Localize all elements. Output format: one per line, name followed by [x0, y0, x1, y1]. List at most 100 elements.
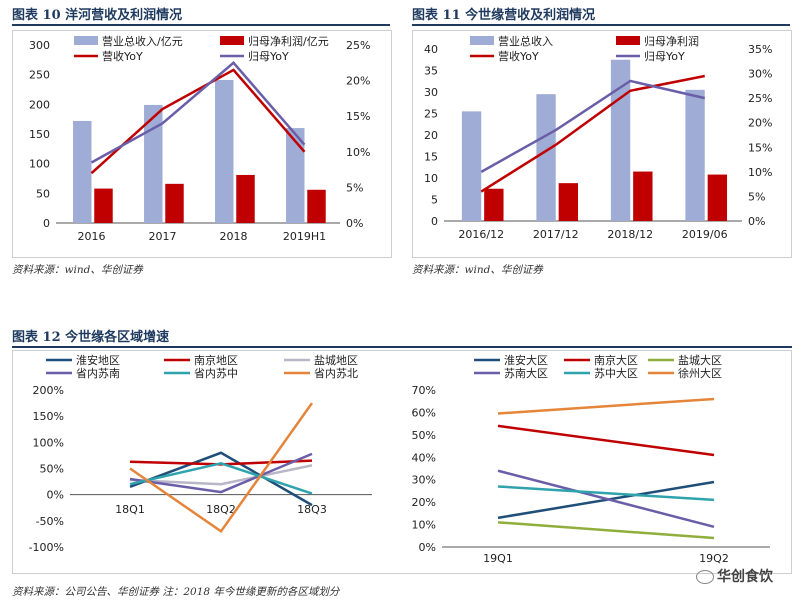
- bar-revenue: [461, 111, 482, 221]
- y-tick-label: 150%: [33, 410, 64, 423]
- figure-11-title: 图表 11 今世缘营收及利润情况: [412, 8, 596, 23]
- figure-12-title: 图表 12 今世缘各区域增速: [12, 330, 170, 345]
- series-line: [129, 461, 313, 495]
- y2-tick-label: 5%: [748, 190, 765, 203]
- x-tick-label: 2018: [220, 230, 248, 243]
- y2-tick-label: 35%: [748, 43, 772, 56]
- bar-revenue: [286, 128, 305, 223]
- y-tick-label: 20%: [412, 496, 436, 509]
- bar-revenue: [215, 80, 234, 223]
- figure-12-rule: [12, 346, 792, 348]
- x-tick-label: 18Q2: [206, 503, 236, 516]
- legend-label: 营收YoY: [102, 49, 143, 63]
- y-tick-label: 10: [424, 172, 438, 185]
- y-tick-label: 200: [29, 98, 50, 111]
- x-tick-label: 2019H1: [283, 230, 326, 243]
- series-line: [497, 424, 715, 457]
- legend-label: 盐城地区: [314, 354, 358, 367]
- y-tick-label: 5: [431, 194, 438, 207]
- y-tick-label: 300: [29, 39, 50, 52]
- bar-profit: [94, 188, 113, 223]
- y2-tick-label: 5%: [346, 181, 363, 194]
- series-line: [497, 397, 715, 415]
- line-profit-yoy: [480, 79, 706, 173]
- legend-swatch: [220, 36, 244, 45]
- y-tick-label: 20: [424, 129, 438, 142]
- legend-label: 徐州大区: [678, 366, 722, 380]
- figure-11-source: 资料来源：wind、华创证券: [412, 264, 543, 276]
- legend-label: 南京地区: [194, 353, 238, 367]
- y-tick-label: 50%: [40, 463, 64, 476]
- bar-profit: [707, 174, 728, 221]
- legend-swatch: [74, 36, 98, 45]
- series-line: [497, 485, 715, 502]
- figure-10-title: 图表 10 洋河营收及利润情况: [12, 8, 183, 23]
- series-line: [497, 469, 715, 529]
- bar-profit: [165, 183, 184, 223]
- y-tick-label: 30: [424, 86, 438, 99]
- y-tick-label: 30%: [412, 474, 436, 487]
- y-tick-label: 15: [424, 151, 438, 164]
- line-profit-yoy: [90, 61, 306, 164]
- legend-label: 淮安大区: [504, 353, 548, 367]
- legend-label: 归母净利润/亿元: [248, 34, 329, 48]
- bar-revenue: [144, 104, 163, 223]
- x-tick-label: 18Q3: [297, 503, 327, 516]
- bar-profit: [558, 183, 579, 221]
- series-line: [497, 521, 715, 540]
- y-tick-label: 100%: [33, 436, 64, 449]
- y-tick-label: 40%: [412, 451, 436, 464]
- series-line: [129, 452, 313, 494]
- y-tick-label: 0: [43, 217, 50, 230]
- y-tick-label: 25: [424, 108, 438, 121]
- bar-revenue: [685, 89, 705, 221]
- legend-label: 省内苏中: [194, 366, 238, 380]
- y-tick-label: 200%: [33, 384, 64, 397]
- y-tick-label: 100: [29, 158, 50, 171]
- legend-label: 苏中大区: [594, 366, 638, 380]
- y2-tick-label: 25%: [346, 39, 370, 52]
- x-tick-label: 18Q1: [115, 503, 145, 516]
- y-tick-label: 250: [29, 69, 50, 82]
- y-tick-label: 0%: [419, 541, 436, 554]
- y-tick-label: 10%: [412, 519, 436, 532]
- y2-tick-label: 15%: [748, 141, 772, 154]
- watermark-logo: 华创食饮: [696, 566, 773, 586]
- legend-label: 归母净利润: [644, 34, 699, 48]
- series-line: [129, 402, 314, 534]
- y-tick-label: -50%: [36, 515, 64, 528]
- y-tick-label: 60%: [412, 406, 436, 419]
- chart-yanghe-revenue-profit: 0 50 100 150 200 250 300 0% 5% 10% 15% 20% 25% 2016 20…: [29, 34, 370, 243]
- watermark-text: 华创食饮: [717, 569, 773, 585]
- y-tick-label: 50%: [412, 429, 436, 442]
- chart-region-growth-2018: -100% -50% 0% 50% 100% 150% 200% 18Q1 18Q2 18Q3 淮安…: [29, 353, 372, 554]
- y-tick-label: 70%: [412, 384, 436, 397]
- x-tick-label: 2019/06: [682, 228, 728, 241]
- legend-label: 淮安地区: [76, 353, 120, 367]
- legend-label: 苏南大区: [504, 366, 548, 380]
- x-tick-label: 2016: [78, 230, 106, 243]
- legend-label: 营业总收入: [498, 34, 553, 48]
- y2-tick-label: 20%: [346, 75, 370, 88]
- chart-region-growth-2019: 0% 10% 20% 30% 40% 50% 60% 70% 19Q1 19Q2 淮安大区 南京大区 盐…: [412, 353, 770, 565]
- legend-label: 营业总收入/亿元: [102, 34, 183, 48]
- legend-swatch: [470, 36, 494, 45]
- y-tick-label: 40: [424, 43, 438, 56]
- y2-tick-label: 25%: [748, 92, 772, 105]
- bar-profit: [307, 189, 326, 223]
- legend-label: 归母YoY: [248, 49, 289, 63]
- figure-10-source: 资料来源：wind、华创证券: [12, 264, 143, 276]
- y2-tick-label: 0%: [346, 217, 363, 230]
- y-tick-label: 35: [424, 65, 438, 78]
- legend-label: 南京大区: [594, 353, 638, 367]
- series-line: [129, 464, 313, 486]
- y-tick-label: 50: [36, 187, 50, 200]
- x-tick-label: 2017/12: [533, 228, 579, 241]
- legend-label: 省内苏北: [314, 366, 358, 380]
- x-tick-label: 19Q1: [483, 552, 513, 565]
- legend-swatch: [616, 36, 640, 45]
- line-revenue-yoy: [480, 74, 705, 193]
- figure-10-rule: [12, 24, 390, 26]
- x-tick-label: 19Q2: [699, 552, 729, 565]
- legend-label: 盐城大区: [678, 353, 722, 367]
